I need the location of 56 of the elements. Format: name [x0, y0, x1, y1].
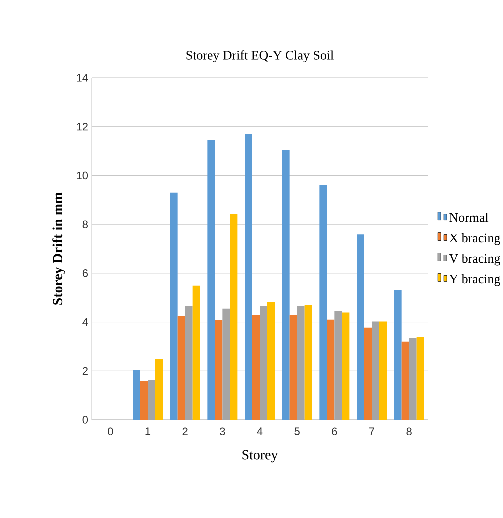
y-tick-label: 0 [82, 416, 88, 424]
y-tick-label: 6 [82, 270, 88, 278]
y-tick-label: 12 [77, 123, 88, 131]
y-tick-label: 8 [82, 220, 88, 228]
x-tick-label: 1 [146, 428, 151, 436]
y-tick-label: 2 [82, 367, 88, 375]
bar [327, 320, 335, 420]
bar [394, 290, 402, 420]
bar [222, 308, 230, 420]
x-tick-label: 5 [294, 428, 300, 436]
y-tick-label: 4 [82, 318, 88, 326]
bar [178, 316, 186, 420]
bar [245, 134, 252, 420]
bar [192, 286, 200, 420]
bar [297, 306, 305, 420]
bar [170, 192, 178, 420]
x-tick-label: 4 [257, 428, 263, 436]
x-axis-title: Storey [242, 450, 278, 463]
bar [148, 380, 156, 420]
bar [320, 185, 328, 420]
bar [156, 359, 163, 420]
legend-label: Normal [450, 213, 489, 222]
bar [230, 214, 238, 420]
bar [290, 315, 298, 420]
bar [364, 328, 372, 420]
x-tick-label: 7 [370, 428, 374, 436]
bar [260, 306, 268, 420]
bar [304, 304, 312, 420]
bar [133, 370, 140, 420]
bar [185, 306, 193, 420]
x-tick-label: 2 [182, 428, 188, 436]
bar [409, 338, 417, 420]
bar [342, 312, 350, 420]
bar [268, 302, 275, 420]
bar [357, 234, 364, 420]
chart-title: Storey Drift EQ-Y Clay Soil [186, 50, 334, 62]
y-tick-label: 10 [77, 172, 88, 180]
y-axis-title: Storey Drift in mm [52, 192, 66, 305]
bar [208, 140, 216, 420]
bar [380, 322, 387, 420]
x-tick-label: 3 [220, 428, 226, 436]
y-tick-label: 14 [77, 74, 88, 82]
legend-label: X bracing [450, 234, 500, 246]
bar [334, 312, 342, 420]
bar [372, 322, 380, 420]
bar [282, 150, 290, 420]
bar [140, 381, 148, 420]
x-tick-label: 6 [332, 428, 338, 436]
legend-label: Y bracing [449, 274, 500, 286]
bar [215, 320, 223, 420]
bar [416, 337, 424, 420]
legend-label: V bracing [449, 254, 500, 266]
x-tick-label: 0 [108, 428, 114, 436]
bar [402, 342, 410, 420]
bar [252, 315, 260, 420]
x-tick-label: 8 [406, 428, 412, 436]
